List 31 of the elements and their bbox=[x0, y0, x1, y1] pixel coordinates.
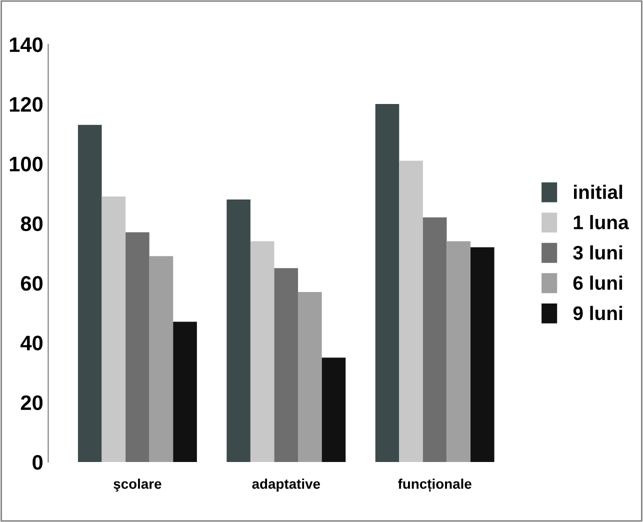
bar bbox=[422, 217, 447, 462]
y-tick-label: 20 bbox=[20, 395, 43, 410]
bar bbox=[322, 358, 346, 462]
y-tick-label: 40 bbox=[20, 336, 43, 350]
y-tick-label: 0 bbox=[32, 454, 43, 470]
y-tick-label: 120 bbox=[10, 97, 43, 112]
legend-label: 3 luni bbox=[573, 245, 622, 260]
bar bbox=[274, 268, 298, 462]
bar bbox=[298, 292, 322, 462]
bar bbox=[126, 232, 150, 462]
legend-label: initial bbox=[574, 184, 622, 200]
bar bbox=[375, 104, 400, 462]
y-tick-label: 80 bbox=[20, 216, 43, 232]
bar bbox=[470, 247, 494, 462]
bar bbox=[399, 160, 423, 462]
bar bbox=[102, 196, 126, 462]
bar bbox=[446, 241, 471, 462]
legend-label: 6 luni bbox=[573, 276, 622, 290]
bar bbox=[250, 241, 274, 462]
legend-label: 1 luna bbox=[574, 215, 629, 230]
legend-label: 9 luni bbox=[573, 306, 622, 320]
x-tick-label: funcționale bbox=[398, 478, 472, 492]
y-tick-label: 100 bbox=[10, 156, 43, 172]
x-tick-label: adaptative bbox=[252, 478, 320, 492]
bar bbox=[226, 199, 250, 462]
bar bbox=[78, 124, 102, 462]
bar bbox=[149, 256, 174, 462]
bar bbox=[173, 322, 197, 462]
y-tick-label: 140 bbox=[10, 37, 43, 52]
x-tick-label: şcolare bbox=[114, 478, 162, 492]
y-tick-label: 60 bbox=[20, 276, 43, 291]
